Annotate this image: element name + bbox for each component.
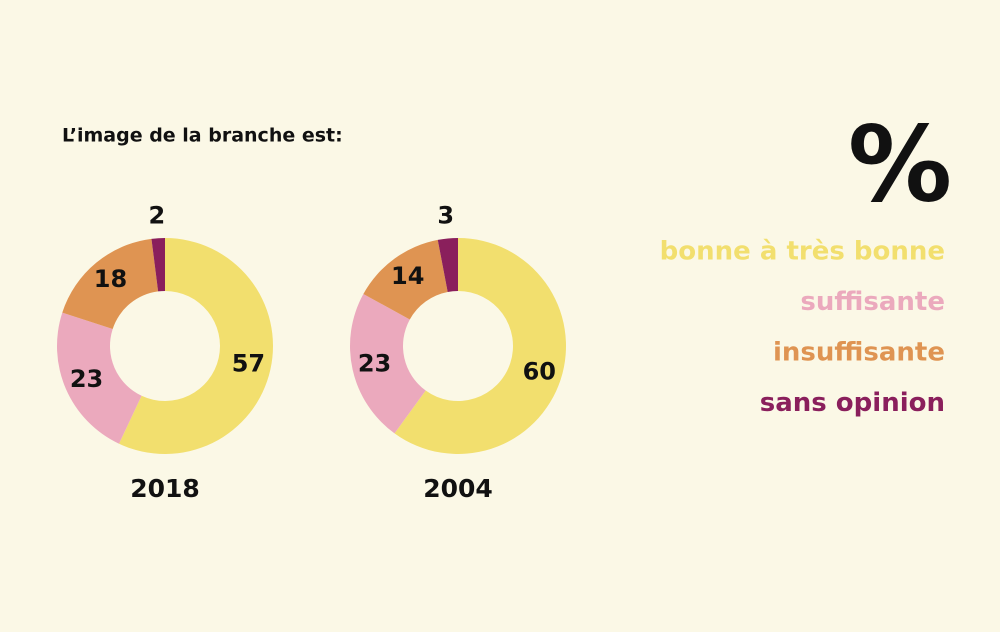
data-label: 3 bbox=[437, 202, 454, 230]
data-label: 14 bbox=[391, 262, 424, 290]
data-label: 57 bbox=[232, 350, 265, 378]
legend-entry: suffisante bbox=[800, 287, 945, 317]
legend-entry: insuffisante bbox=[773, 338, 945, 368]
data-label: 60 bbox=[523, 357, 556, 385]
donut-segment bbox=[363, 239, 448, 320]
data-label: 23 bbox=[70, 365, 103, 393]
donut-segment bbox=[394, 238, 566, 454]
data-label: 18 bbox=[94, 265, 127, 293]
data-label: 23 bbox=[358, 350, 391, 378]
donut-segment bbox=[437, 238, 458, 292]
data-label: 2 bbox=[148, 201, 165, 229]
donut-segment bbox=[62, 238, 159, 330]
chart-label: 2018 bbox=[130, 474, 200, 503]
donut-segment bbox=[119, 238, 274, 454]
donut-segment bbox=[151, 238, 165, 292]
donut-segment bbox=[57, 312, 142, 444]
donut-segment bbox=[350, 293, 426, 434]
legend-entry: sans opinion bbox=[760, 388, 945, 418]
chart-title: L’image de la branche est: bbox=[62, 125, 343, 147]
chart-label: 2004 bbox=[423, 474, 493, 503]
legend-entry: bonne à très bonne bbox=[660, 237, 945, 267]
unit-symbol: % bbox=[848, 103, 952, 225]
